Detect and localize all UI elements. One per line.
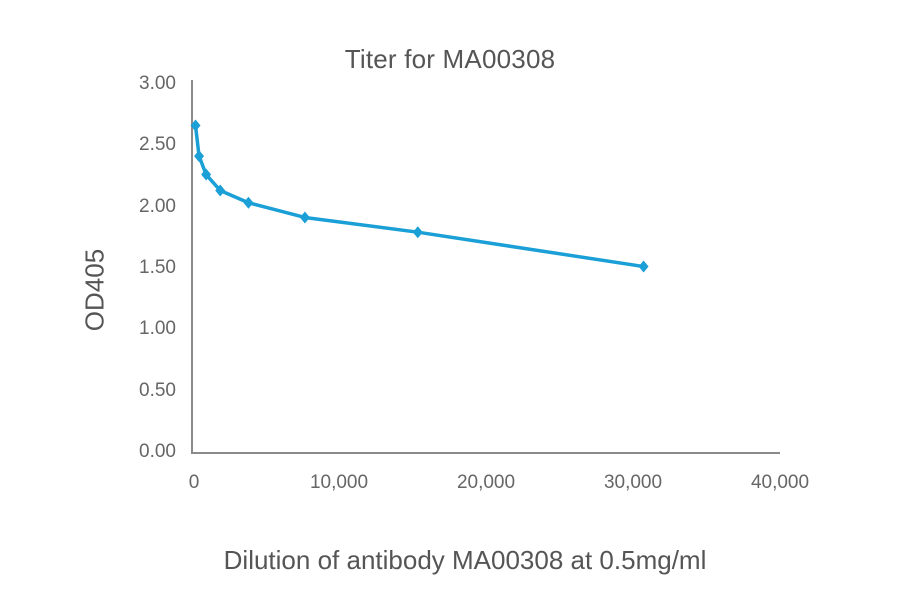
chart-title: Titer for MA00308 (344, 44, 556, 74)
data-markers (190, 119, 649, 273)
x-tick-label: 20,000 (456, 472, 516, 493)
x-tick-label: 10,000 (309, 472, 369, 493)
x-tick-label: 30,000 (603, 472, 663, 493)
y-tick-label: 2.50 (139, 134, 176, 156)
diamond-marker-icon (190, 119, 201, 132)
diamond-marker-icon (201, 168, 212, 181)
data-line (193, 125, 644, 269)
x-tick-label: 40,000 (750, 472, 810, 493)
y-tick-label: 0.00 (139, 441, 176, 462)
diamond-marker-icon (194, 150, 205, 163)
diamond-marker-icon (299, 211, 310, 224)
y-tick-label: 3.00 (139, 73, 176, 94)
diamond-marker-icon (243, 196, 254, 209)
y-tick-label: 1.50 (139, 257, 176, 278)
x-tick-label: 0 (188, 472, 200, 493)
y-tick-label: 2.00 (139, 195, 176, 217)
diamond-marker-icon (412, 226, 423, 239)
y-tick-label: 0.50 (139, 379, 176, 401)
x-axis-label: Dilution of antibody MA00308 at 0.5mg/ml (223, 545, 707, 575)
diamond-marker-icon (215, 184, 226, 197)
diamond-marker-icon (638, 260, 649, 273)
y-tick-label: 1.00 (139, 318, 176, 340)
